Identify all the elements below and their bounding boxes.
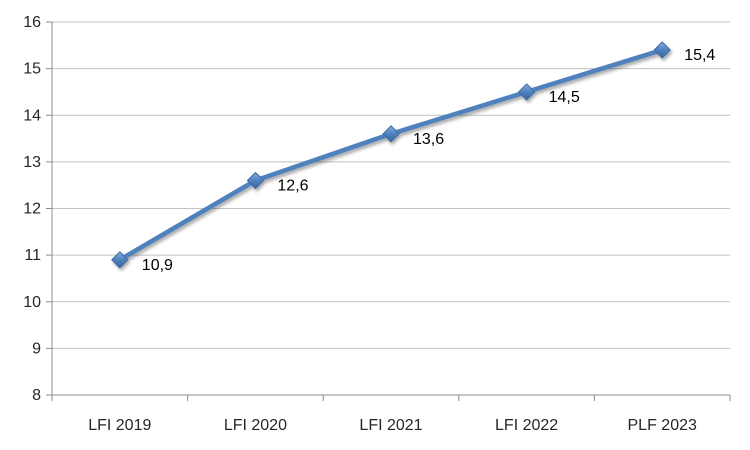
x-category-label: PLF 2023 (628, 417, 697, 434)
data-point-marker (653, 41, 671, 59)
data-point-marker (517, 83, 536, 101)
data-label: 10,9 (142, 257, 173, 274)
y-tick-label: 12 (23, 201, 41, 218)
x-category-label: LFI 2021 (359, 417, 422, 434)
y-tick-label: 11 (24, 247, 41, 264)
data-label: 13,6 (413, 131, 444, 148)
x-category-label: LFI 2019 (88, 417, 151, 434)
y-tick-label: 13 (23, 154, 41, 171)
tick-labels-group: 8 9 10 11 12 13 14 15 16 LFI 2019 LFI 2020 LFI 2021… (23, 14, 697, 434)
data-labels-group: 10,9 12,6 13,6 14,5 15,4 (142, 47, 716, 274)
axes-group (46, 21, 731, 401)
y-tick-label: 10 (23, 294, 41, 311)
x-category-label: LFI 2020 (224, 417, 287, 434)
data-label: 14,5 (549, 89, 580, 106)
data-point-marker (111, 251, 129, 269)
data-label: 15,4 (684, 47, 715, 64)
series-line (117, 47, 665, 263)
series-group (111, 41, 671, 269)
data-label: 12,6 (277, 178, 308, 195)
y-tick-label: 9 (32, 340, 41, 357)
x-category-label: LFI 2022 (495, 417, 558, 434)
y-tick-label: 8 (32, 387, 41, 404)
gridlines-group (52, 21, 730, 396)
y-tick-label: 14 (23, 107, 41, 124)
y-tick-label: 15 (23, 61, 41, 78)
data-point-marker (246, 171, 265, 190)
data-point-marker (382, 125, 400, 143)
y-tick-label: 16 (23, 14, 41, 31)
